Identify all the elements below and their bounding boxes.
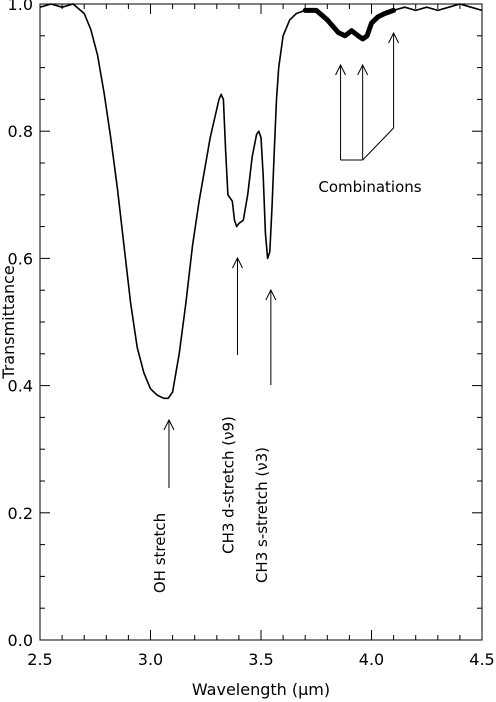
y-axis-ticks: 0.0 0.2 0.4 0.6 0.8 1.0 xyxy=(8,0,482,650)
y-tick-label: 0.2 xyxy=(8,504,33,523)
combinations-joiner-2 xyxy=(362,127,394,161)
ch3-s-stretch-arrow-head xyxy=(265,288,277,301)
x-tick-label: 2.5 xyxy=(27,650,52,669)
oh-stretch-label: OH stretch xyxy=(151,513,169,593)
combinations-band-line xyxy=(302,7,397,42)
x-axis-label: Wavelength (μm) xyxy=(192,680,330,699)
combinations-label: Combinations xyxy=(318,178,421,196)
y-axis-label: Transmittance xyxy=(0,265,18,379)
x-tick-label: 3.5 xyxy=(248,650,273,669)
annotations: OH stretch CH3 d-stretch (ν9) CH3 s-stretc… xyxy=(151,31,422,593)
data-series xyxy=(39,3,483,400)
y-tick-label: 0.8 xyxy=(8,122,33,141)
oh-stretch-arrow-head xyxy=(163,418,175,431)
x-tick-label: 4.5 xyxy=(469,650,494,669)
ch3-d-stretch-arrow-head xyxy=(232,256,243,269)
ch3-s-stretch-label: CH3 s-stretch (ν3) xyxy=(253,447,271,583)
ch3-d-stretch-label: CH3 d-stretch (ν9) xyxy=(219,416,237,554)
x-tick-label: 4.0 xyxy=(359,650,384,669)
y-tick-label: 0.6 xyxy=(8,249,33,268)
y-tick-label: 1.0 xyxy=(8,0,33,14)
transmittance-line xyxy=(39,3,483,400)
x-axis-ticks: 2.5 3.0 3.5 4.0 4.5 xyxy=(27,4,495,669)
y-tick-label: 0.0 xyxy=(8,631,33,650)
y-tick-label: 0.4 xyxy=(8,377,33,396)
combinations-arrow-3-head xyxy=(388,31,400,44)
combinations-arrow-2-head xyxy=(357,63,369,76)
x-tick-label: 3.0 xyxy=(138,650,163,669)
combinations-arrow-1-head xyxy=(335,63,347,76)
